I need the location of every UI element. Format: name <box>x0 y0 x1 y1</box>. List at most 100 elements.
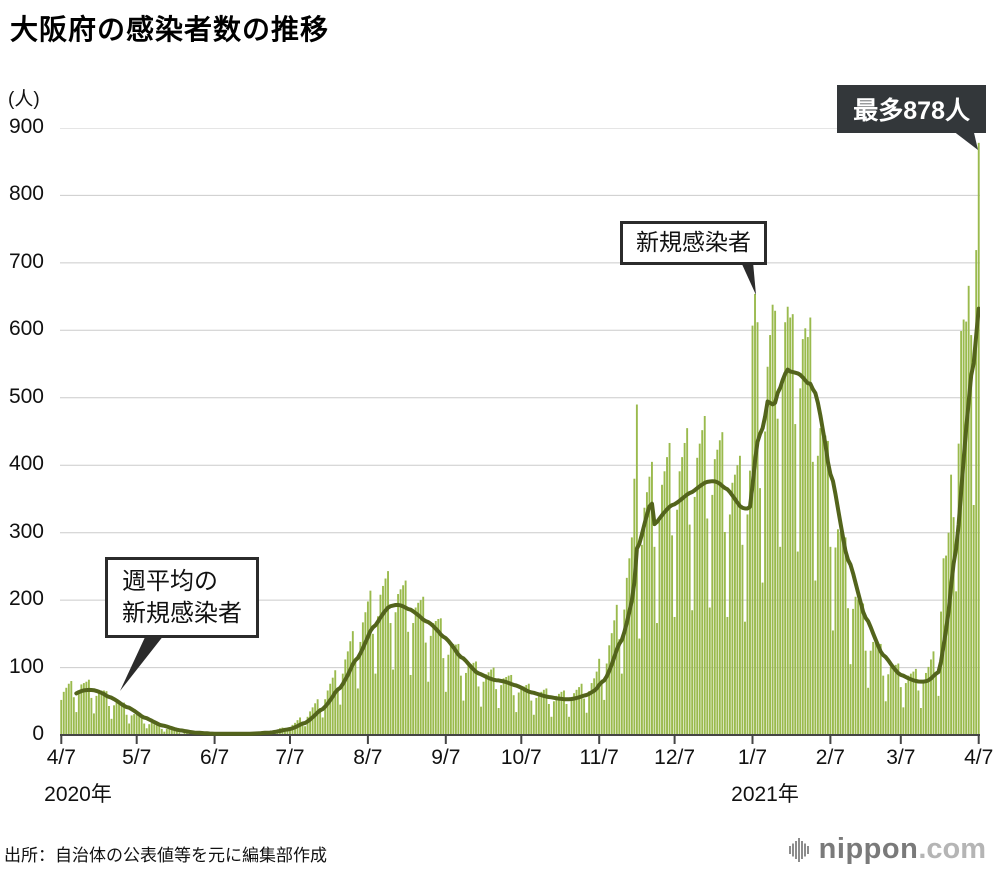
daily-bar <box>369 590 372 735</box>
daily-bar <box>716 449 719 735</box>
daily-bar <box>945 555 947 735</box>
daily-bar <box>887 674 890 735</box>
daily-bar <box>746 514 749 735</box>
daily-bar <box>600 679 603 735</box>
daily-bar <box>490 669 493 735</box>
daily-bar <box>505 677 508 735</box>
daily-bar <box>304 726 307 735</box>
daily-bar <box>776 418 779 735</box>
daily-bar <box>465 672 467 735</box>
y-tick-label: 900 <box>8 115 44 138</box>
daily-bar <box>814 580 817 735</box>
x-axis-labels: 4/7 5/7 6/7 7/7 8/7 9/7 10/7 11/7 12/7 1/7 2/7 3/7 4… <box>47 746 994 772</box>
daily-bar <box>346 651 349 735</box>
daily-bar <box>749 470 751 735</box>
daily-bar <box>965 321 968 735</box>
daily-bar <box>892 666 895 735</box>
daily-bar <box>65 687 68 735</box>
daily-bar <box>666 457 668 735</box>
daily-bar <box>527 683 530 735</box>
daily-bar <box>834 547 837 735</box>
daily-bar <box>472 662 475 735</box>
daily-bar <box>857 599 860 735</box>
daily-bar <box>957 443 960 735</box>
daily-bar <box>837 529 839 735</box>
daily-bar <box>550 716 553 735</box>
daily-bar <box>67 683 70 735</box>
daily-bar <box>371 633 374 735</box>
daily-bar <box>377 616 379 735</box>
x-tick-label: 3/7 <box>886 746 916 769</box>
daily-bar <box>932 651 935 735</box>
daily-bar <box>718 440 721 735</box>
daily-bar <box>681 457 684 735</box>
y-tick-label: 0 <box>32 722 44 745</box>
daily-bar <box>630 537 633 735</box>
chart-canvas <box>60 128 980 744</box>
daily-bar <box>663 471 666 735</box>
daily-bar <box>454 644 457 735</box>
daily-bar <box>467 665 470 735</box>
daily-bar <box>676 509 679 735</box>
y-tick-label: 400 <box>8 452 44 476</box>
daily-bar <box>120 702 123 735</box>
daily-bar <box>319 708 322 735</box>
daily-bar <box>658 521 661 735</box>
plot-area <box>60 128 980 748</box>
daily-bar <box>917 690 920 735</box>
daily-bar <box>326 690 329 735</box>
daily-bar <box>110 718 113 735</box>
daily-bar <box>487 672 490 735</box>
daily-bar <box>364 612 367 735</box>
daily-bar <box>738 455 741 735</box>
daily-bar <box>872 641 875 735</box>
daily-bar <box>173 730 176 735</box>
daily-bar <box>962 319 965 735</box>
y-tick-label: 100 <box>8 654 44 678</box>
daily-bar <box>82 683 85 735</box>
daily-bar <box>558 693 560 735</box>
daily-bar <box>402 585 405 735</box>
daily-bar <box>422 596 425 735</box>
daily-bar <box>522 686 525 735</box>
chart-title: 大阪府の感染者数の推移 <box>10 14 330 45</box>
daily-bar <box>879 643 882 735</box>
daily-bar <box>779 546 782 735</box>
daily-bar <box>736 465 739 735</box>
daily-bar <box>919 708 922 735</box>
daily-bar <box>661 484 663 735</box>
daily-bar <box>686 428 689 735</box>
daily-bar <box>824 435 827 735</box>
daily-bar <box>882 675 885 735</box>
y-tick-label: 800 <box>8 182 44 206</box>
daily-bar <box>188 732 191 735</box>
daily-bar <box>547 703 550 735</box>
daily-bar <box>821 430 824 735</box>
daily-bar <box>542 689 545 735</box>
daily-bar <box>130 715 133 735</box>
daily-bar <box>175 729 178 735</box>
daily-bar <box>407 631 410 735</box>
daily-bar <box>593 678 596 735</box>
daily-bar <box>75 712 78 735</box>
daily-bar <box>668 442 671 735</box>
y-tick-label: 600 <box>8 317 44 341</box>
daily-bar <box>691 610 694 735</box>
daily-bar <box>485 674 487 735</box>
daily-bar <box>578 687 580 735</box>
daily-bar <box>904 683 907 735</box>
daily-bar <box>640 544 643 735</box>
daily-bar <box>774 310 777 735</box>
daily-bar <box>311 707 314 735</box>
daily-bar <box>437 619 440 735</box>
y-axis-labels: 0 100 200 300 400 500 600 700 800 900 <box>0 115 50 745</box>
daily-bar <box>284 728 286 735</box>
daily-bar <box>432 623 435 735</box>
daily-bar <box>819 428 822 735</box>
daily-bar <box>766 366 769 735</box>
daily-bar <box>447 654 450 735</box>
daily-bar <box>754 293 756 735</box>
daily-bar <box>140 716 143 735</box>
daily-bar <box>412 623 415 735</box>
daily-bar <box>477 686 480 735</box>
